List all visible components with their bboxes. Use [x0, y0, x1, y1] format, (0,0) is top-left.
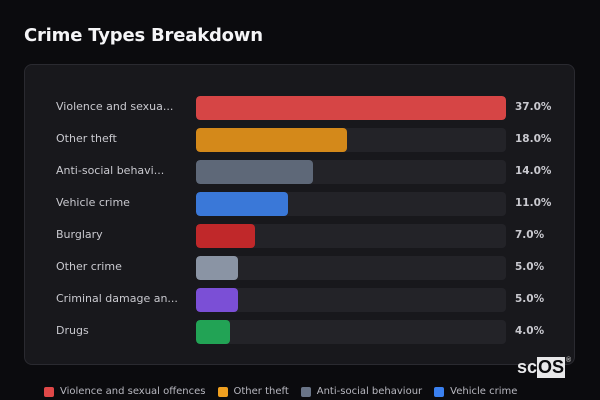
legend-label: Violence and sexual offences: [60, 386, 206, 397]
bar-row: Criminal damage an... 5.0%: [25, 288, 574, 312]
bar-row: Other crime 5.0%: [25, 256, 574, 280]
bar-value: 18.0%: [515, 133, 552, 145]
bar-row: Burglary 7.0%: [25, 224, 574, 248]
bar-label: Other crime: [56, 260, 122, 273]
bar-label: Criminal damage an...: [56, 292, 178, 305]
legend-label: Vehicle crime: [450, 386, 518, 397]
bar-fill: [196, 128, 347, 152]
bar-label: Drugs: [56, 324, 89, 337]
bar-track: [196, 256, 506, 280]
legend-label: Anti-social behaviour: [316, 386, 423, 397]
bar-row: Drugs 4.0%: [25, 320, 574, 344]
bar-row: Violence and sexua... 37.0%: [25, 96, 574, 120]
bar-track: [196, 192, 506, 216]
legend-swatch-icon: [217, 386, 228, 397]
bar-value: 5.0%: [515, 293, 545, 305]
bar-label: Violence and sexua...: [56, 100, 174, 113]
legend-label: Other theft: [233, 386, 289, 397]
legend-swatch-icon: [44, 386, 54, 397]
legend-item[interactable]: Anti-social behaviour: [300, 386, 423, 397]
bar-fill: [196, 192, 289, 216]
bar-value: 5.0%: [515, 261, 545, 273]
bar-value: 7.0%: [515, 229, 545, 241]
bar-value: 14.0%: [515, 165, 552, 177]
legend-item[interactable]: Violence and sexual offences: [44, 386, 206, 397]
logo-boxed: OS: [537, 357, 566, 378]
bar-track: [196, 224, 506, 248]
legend-swatch-icon: [300, 386, 311, 397]
bar-fill: [196, 256, 238, 280]
bar-value: 37.0%: [515, 101, 552, 113]
bar-value: 4.0%: [515, 325, 545, 337]
chart-card: Violence and sexua... 37.0% Other theft 18.…: [24, 64, 575, 365]
bar-label: Burglary: [56, 228, 103, 241]
bar-fill: [196, 320, 230, 344]
bar-row: Vehicle crime 11.0%: [25, 192, 574, 216]
chart-title: Crime Types Breakdown: [24, 25, 263, 46]
bar-fill: [196, 288, 238, 312]
scos-logo: sc OS ®: [517, 357, 571, 378]
bar-row: Anti-social behavi... 14.0%: [25, 160, 574, 184]
bar-value: 11.0%: [515, 197, 552, 209]
bar-track: [196, 128, 506, 152]
bar-row: Other theft 18.0%: [25, 128, 574, 152]
bar-track: [196, 288, 506, 312]
bar-label: Anti-social behavi...: [56, 164, 165, 177]
bar-fill: [196, 224, 255, 248]
logo-prefix: sc: [517, 357, 538, 377]
legend-swatch-icon: [434, 386, 445, 397]
bar-fill: [196, 96, 506, 120]
registered-mark: ®: [566, 357, 572, 364]
bar-label: Other theft: [56, 132, 117, 145]
chart-legend: Violence and sexual offences Other theft A…: [44, 386, 517, 397]
bar-track: [196, 160, 506, 184]
legend-item[interactable]: Other theft: [217, 386, 289, 397]
bar-fill: [196, 160, 314, 184]
bar-label: Vehicle crime: [56, 196, 130, 209]
bar-track: [196, 320, 506, 344]
bar-track: [196, 96, 506, 120]
legend-item[interactable]: Vehicle crime: [434, 386, 517, 397]
